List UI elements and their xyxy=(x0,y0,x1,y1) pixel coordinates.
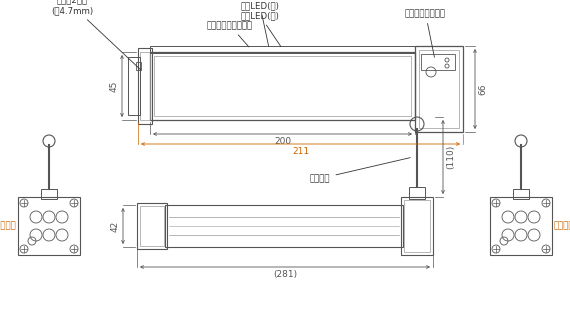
Text: アンテナ: アンテナ xyxy=(310,158,410,183)
Text: 電源側端子台: 電源側端子台 xyxy=(0,222,16,230)
Bar xyxy=(150,46,415,53)
Bar xyxy=(421,54,455,70)
Bar xyxy=(140,52,150,120)
Bar xyxy=(41,189,57,199)
Text: 45: 45 xyxy=(110,80,119,92)
Bar xyxy=(490,197,552,255)
Bar xyxy=(513,189,529,199)
Bar xyxy=(138,48,152,124)
Bar xyxy=(18,197,80,255)
Bar xyxy=(415,46,463,132)
Text: 電源LED(緑): 電源LED(緑) xyxy=(241,1,279,46)
Bar xyxy=(165,205,403,247)
Text: 211: 211 xyxy=(292,147,309,156)
Bar xyxy=(409,187,425,199)
Text: (110): (110) xyxy=(446,145,455,169)
Text: モード切替スイッチ: モード切替スイッチ xyxy=(207,21,253,47)
Text: 負荷側端子台: 負荷側端子台 xyxy=(554,222,570,230)
Text: 200: 200 xyxy=(274,137,291,146)
Text: 42: 42 xyxy=(111,220,120,232)
Bar xyxy=(140,206,164,246)
Bar xyxy=(137,203,167,249)
Bar xyxy=(128,57,140,115)
Text: リセットスイッチ: リセットスイッチ xyxy=(405,9,446,57)
Bar xyxy=(154,56,411,116)
Bar xyxy=(136,62,141,70)
Bar xyxy=(404,200,430,252)
Bar xyxy=(150,52,415,120)
Text: 66: 66 xyxy=(478,83,487,95)
Text: 受信LED(水): 受信LED(水) xyxy=(241,11,281,47)
Text: (281): (281) xyxy=(273,270,297,279)
Bar xyxy=(419,50,459,128)
Bar xyxy=(401,197,433,255)
Text: 取付穴2箇所
(幅4.7mm): 取付穴2箇所 (幅4.7mm) xyxy=(51,0,141,70)
